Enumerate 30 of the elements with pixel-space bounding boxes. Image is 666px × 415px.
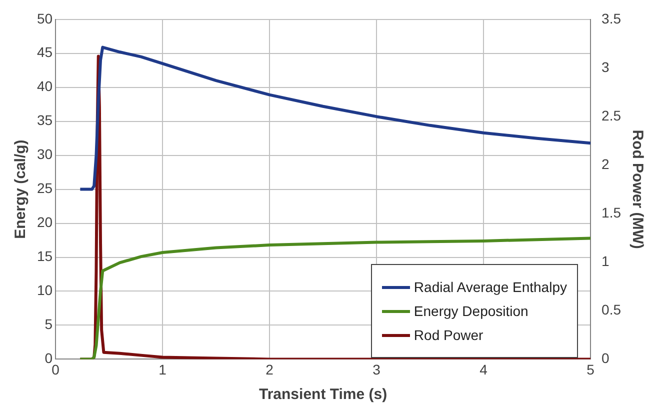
y2-tick-label: 3.5 <box>602 10 622 26</box>
y2-tick-label: 2.5 <box>602 107 622 124</box>
x-axis-title: Transient Time (s) <box>259 386 388 404</box>
y-tick-label: 15 <box>36 248 53 264</box>
x-tick-label: 3 <box>372 361 381 378</box>
x-tick-label: 2 <box>266 361 274 378</box>
legend-label: Radial Average Enthalpy <box>414 279 567 295</box>
y2-tick-label: 1 <box>602 252 610 269</box>
y-tick-label: 30 <box>36 146 53 162</box>
y2-axis-title: Rod Power (MW) <box>628 130 646 249</box>
y2-tick-label: 0 <box>602 350 610 366</box>
y-tick-label: 5 <box>44 316 53 332</box>
legend-label: Energy Deposition <box>414 303 528 319</box>
y-tick-label: 35 <box>36 112 53 128</box>
y2-tick-label: 1.5 <box>602 204 622 220</box>
y-tick-label: 45 <box>36 44 53 60</box>
y-tick-label: 50 <box>36 10 53 26</box>
y2-tick-label: 3 <box>602 58 610 75</box>
y-axis-title: Energy (cal/g) <box>12 140 30 239</box>
y2-tick-label: 0.5 <box>602 302 622 318</box>
x-tick-label: 1 <box>158 361 167 378</box>
x-tick-label: 5 <box>586 361 595 378</box>
y2-tick-label: 2 <box>602 156 610 172</box>
legend-label: Rod Power <box>414 327 484 343</box>
y-tick-label: 0 <box>44 350 53 366</box>
x-tick-label: 4 <box>480 361 488 378</box>
y-tick-label: 40 <box>36 78 53 94</box>
y-tick-label: 20 <box>36 214 53 230</box>
y-tick-label: 25 <box>36 180 53 196</box>
y-tick-label: 10 <box>36 282 53 298</box>
